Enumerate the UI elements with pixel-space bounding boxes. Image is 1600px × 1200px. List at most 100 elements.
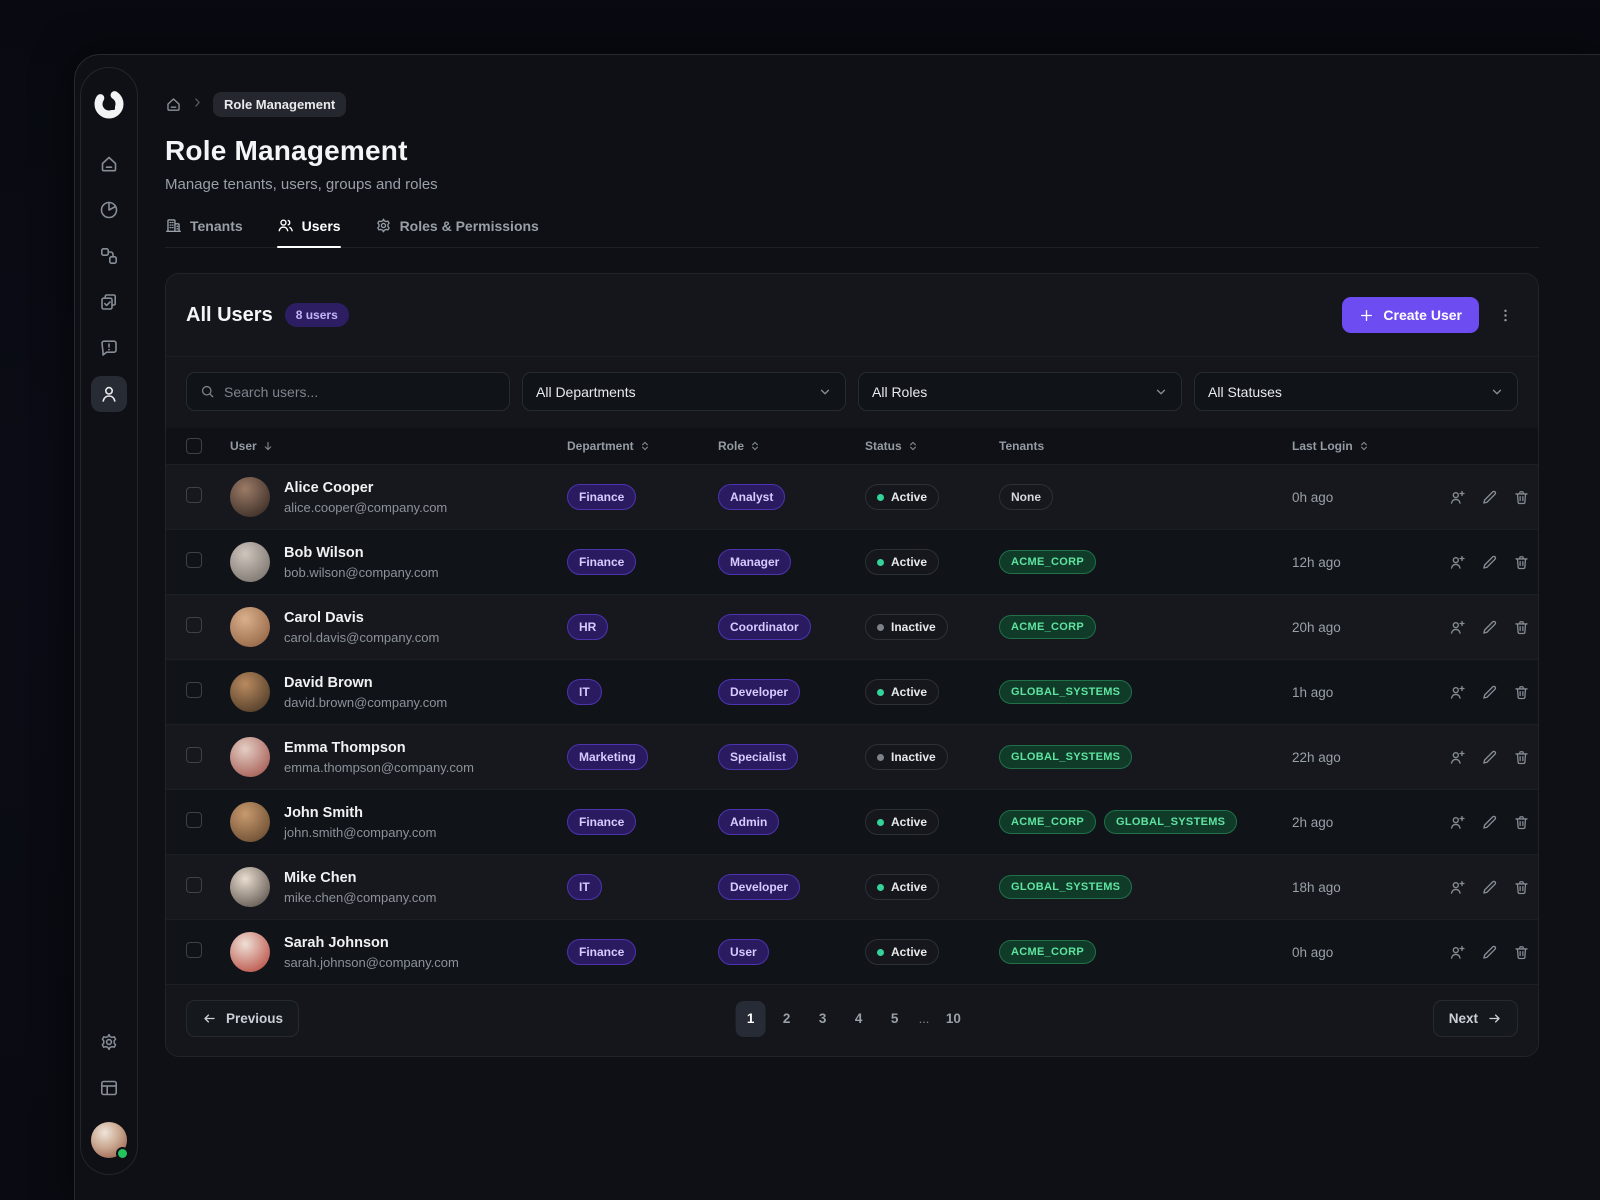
previous-button[interactable]: Previous <box>186 1000 300 1037</box>
column-last-login[interactable]: Last Login <box>1292 439 1449 453</box>
assign-user-button[interactable] <box>1449 619 1466 636</box>
avatar <box>230 737 270 777</box>
page-button-4[interactable]: 4 <box>844 1001 874 1037</box>
pencil-icon <box>1483 620 1497 634</box>
create-user-button[interactable]: Create User <box>1342 297 1479 333</box>
row-checkbox[interactable] <box>186 941 202 958</box>
trash-icon <box>1515 750 1528 764</box>
trash-icon <box>1515 620 1528 634</box>
app-logo-icon <box>93 88 125 120</box>
trash-icon <box>1515 555 1528 569</box>
tab-users[interactable]: Users <box>276 217 341 248</box>
row-checkbox[interactable] <box>186 681 202 698</box>
table-row[interactable]: Alice Cooper alice.cooper@company.com Fi… <box>166 465 1538 530</box>
table-row[interactable]: Mike Chen mike.chen@company.com IT Devel… <box>166 855 1538 920</box>
role-badge: Coordinator <box>718 614 811 640</box>
roles-select[interactable]: All Roles <box>858 372 1182 411</box>
column-user[interactable]: User <box>230 439 567 453</box>
delete-button[interactable] <box>1513 554 1530 571</box>
avatar <box>230 477 270 517</box>
role-badge: Manager <box>718 549 792 575</box>
row-checkbox[interactable] <box>186 551 202 568</box>
edit-button[interactable] <box>1481 749 1498 766</box>
department-badge: IT <box>567 679 602 705</box>
tab-roles-permissions[interactable]: Roles & Permissions <box>375 217 539 247</box>
edit-button[interactable] <box>1481 814 1498 831</box>
next-button[interactable]: Next <box>1432 1000 1518 1037</box>
statuses-select[interactable]: All Statuses <box>1194 372 1518 411</box>
row-checkbox[interactable] <box>186 486 202 503</box>
page-button-1[interactable]: 1 <box>735 1000 766 1037</box>
department-badge: HR <box>567 614 609 640</box>
row-checkbox[interactable] <box>186 616 202 633</box>
sidebar-item-tasks[interactable] <box>91 284 127 320</box>
panel-icon[interactable] <box>91 1070 127 1106</box>
delete-button[interactable] <box>1513 944 1530 961</box>
edit-button[interactable] <box>1481 684 1498 701</box>
assign-user-button[interactable] <box>1449 879 1466 896</box>
column-role[interactable]: Role <box>718 439 865 453</box>
sidebar-item-workflow[interactable] <box>91 238 127 274</box>
edit-button[interactable] <box>1481 554 1498 571</box>
tenant-badges: ACME_CORP <box>999 615 1292 639</box>
delete-button[interactable] <box>1513 749 1530 766</box>
tab-tenants[interactable]: Tenants <box>165 217 243 247</box>
user-count-badge: 8 users <box>284 303 349 327</box>
tenant-badge: ACME_CORP <box>999 810 1096 834</box>
page-button-5[interactable]: 5 <box>880 1001 910 1037</box>
column-department[interactable]: Department <box>567 439 718 453</box>
profile-avatar[interactable] <box>91 1122 129 1160</box>
edit-button[interactable] <box>1481 879 1498 896</box>
table-row[interactable]: Carol Davis carol.davis@company.com HR C… <box>166 595 1538 660</box>
page-button-3[interactable]: 3 <box>808 1001 838 1037</box>
pencil-icon <box>1483 685 1497 699</box>
column-status[interactable]: Status <box>865 439 999 453</box>
user-plus-icon <box>1450 685 1465 699</box>
user-name: David Brown <box>284 674 373 691</box>
delete-button[interactable] <box>1513 814 1530 831</box>
page-ellipsis: ... <box>918 1011 930 1026</box>
table-row[interactable]: Emma Thompson emma.thompson@company.com … <box>166 725 1538 790</box>
sidebar-item-analytics[interactable] <box>91 192 127 228</box>
edit-button[interactable] <box>1481 619 1498 636</box>
delete-button[interactable] <box>1513 619 1530 636</box>
trash-icon <box>1515 945 1528 959</box>
sidebar-item-alerts[interactable] <box>91 330 127 366</box>
page-button-10[interactable]: 10 <box>938 1001 968 1037</box>
edit-button[interactable] <box>1481 944 1498 961</box>
table-row[interactable]: Sarah Johnson sarah.johnson@company.com … <box>166 920 1538 985</box>
last-login: 18h ago <box>1292 879 1341 895</box>
page-button-2[interactable]: 2 <box>772 1001 802 1037</box>
select-all-checkbox[interactable] <box>186 438 202 454</box>
assign-user-button[interactable] <box>1449 814 1466 831</box>
breadcrumb-current[interactable]: Role Management <box>213 92 347 117</box>
user-plus-icon <box>1450 620 1465 634</box>
delete-button[interactable] <box>1513 879 1530 896</box>
breadcrumb-home-icon[interactable] <box>165 96 182 113</box>
department-badge: IT <box>567 874 602 900</box>
departments-select[interactable]: All Departments <box>522 372 846 411</box>
edit-button[interactable] <box>1481 489 1498 506</box>
table-row[interactable]: David Brown david.brown@company.com IT D… <box>166 660 1538 725</box>
delete-button[interactable] <box>1513 684 1530 701</box>
sidebar-item-home[interactable] <box>91 146 127 182</box>
assign-user-button[interactable] <box>1449 554 1466 571</box>
delete-button[interactable] <box>1513 489 1530 506</box>
user-plus-icon <box>1450 555 1465 569</box>
trash-icon <box>1515 880 1528 894</box>
assign-user-button[interactable] <box>1449 749 1466 766</box>
table-row[interactable]: Bob Wilson bob.wilson@company.com Financ… <box>166 530 1538 595</box>
assign-user-button[interactable] <box>1449 684 1466 701</box>
settings-icon[interactable] <box>91 1024 127 1060</box>
chevron-down-icon <box>1492 389 1502 394</box>
assign-user-button[interactable] <box>1449 489 1466 506</box>
row-checkbox[interactable] <box>186 876 202 893</box>
table-row[interactable]: John Smith john.smith@company.com Financ… <box>166 790 1538 855</box>
row-checkbox[interactable] <box>186 746 202 763</box>
user-plus-icon <box>1450 490 1465 504</box>
sidebar-item-users[interactable] <box>91 376 127 412</box>
row-checkbox[interactable] <box>186 811 202 828</box>
more-options-icon[interactable] <box>1493 303 1518 328</box>
assign-user-button[interactable] <box>1449 944 1466 961</box>
search-input[interactable] <box>224 383 496 400</box>
